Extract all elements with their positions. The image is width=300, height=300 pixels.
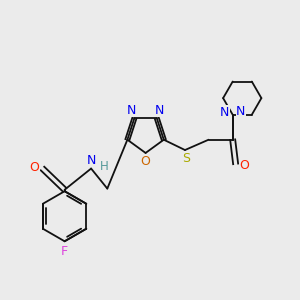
Text: O: O <box>239 159 249 172</box>
Text: N: N <box>236 105 246 118</box>
Text: N: N <box>87 154 96 167</box>
Text: N: N <box>127 103 136 117</box>
Text: H: H <box>100 160 109 173</box>
Text: N: N <box>155 103 164 117</box>
Text: F: F <box>61 245 68 258</box>
Text: N: N <box>220 106 229 119</box>
Text: O: O <box>141 155 151 168</box>
Text: S: S <box>182 152 190 165</box>
Text: O: O <box>29 160 39 174</box>
